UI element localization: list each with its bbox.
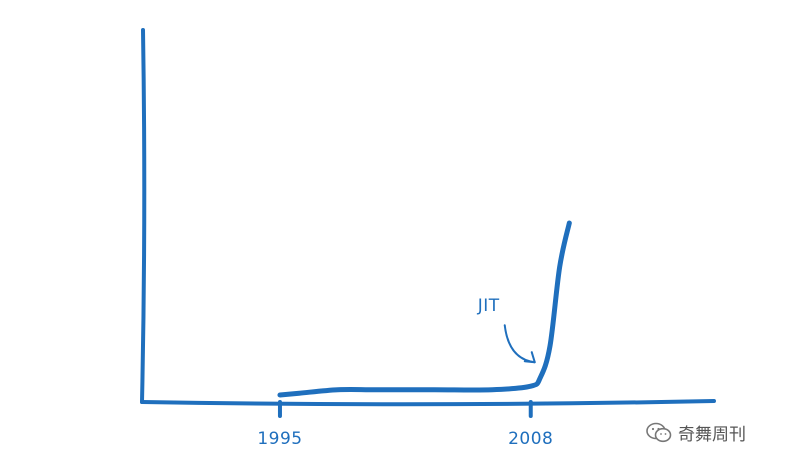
annotations: JIT (477, 296, 536, 364)
annotation-label: JIT (477, 296, 500, 316)
annotation-arrow (503, 324, 536, 364)
x-ticks: 1995 2008 (257, 400, 553, 449)
x-tick-label-1995: 1995 (257, 429, 302, 449)
y-axis (140, 28, 147, 404)
series-line (277, 220, 572, 398)
annotation-arrowhead (523, 351, 536, 364)
chart-axes (140, 28, 716, 407)
wechat-icon (646, 422, 672, 442)
x-axis (140, 399, 716, 407)
watermark: 奇舞周刊 (646, 420, 746, 445)
watermark-text: 奇舞周刊 (678, 425, 746, 445)
x-tick-label-2008: 2008 (508, 429, 553, 449)
